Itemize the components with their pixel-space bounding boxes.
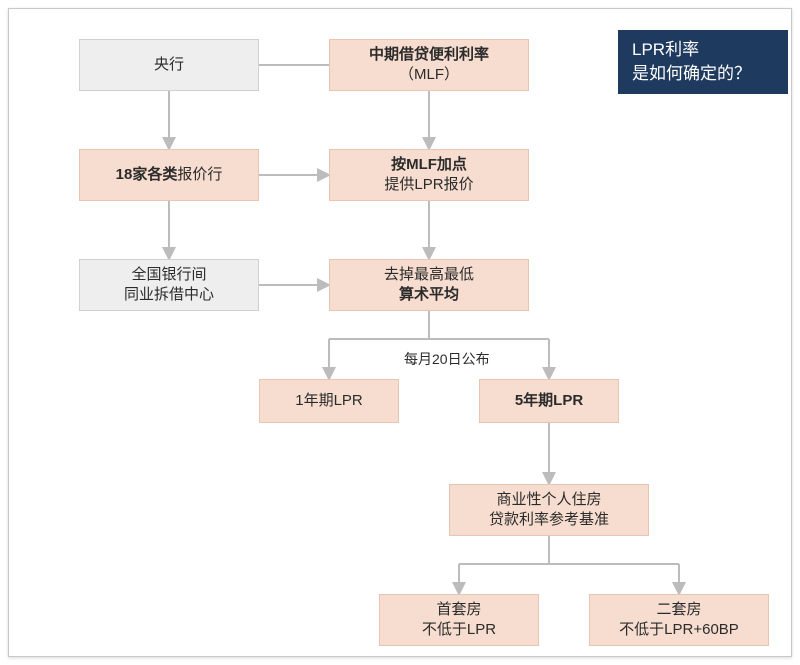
node-mlf: 中期借贷便利利率 （MLF） [329,39,529,91]
title-line1: LPR利率 [632,38,774,62]
node-text: （MLF） [399,65,459,85]
node-lpr-1y: 1年期LPR [259,379,399,423]
title-box: LPR利率 是如何确定的？ [617,29,789,95]
node-text: 不低于LPR [422,620,496,640]
node-text: 1年期LPR [295,391,363,411]
node-first-home: 首套房 不低于LPR [379,594,539,646]
node-text: 同业拆借中心 [124,285,214,305]
diagram-frame: LPR利率 是如何确定的？ 央行 中期借贷便利利率 （MLF） 18家各类报价行… [8,8,792,657]
node-text: 中期借贷便利利率 [369,45,489,65]
node-lpr-5y: 5年期LPR [479,379,619,423]
node-average: 去掉最高最低 算术平均 [329,259,529,311]
node-mlf-add: 按MLF加点 提供LPR报价 [329,149,529,201]
title-line2: 是如何确定的？ [632,62,774,86]
node-second-home: 二套房 不低于LPR+60BP [589,594,769,646]
node-text: 央行 [154,55,184,75]
node-housing-ref: 商业性个人住房 贷款利率参考基准 [449,484,649,536]
node-interbank: 全国银行间 同业拆借中心 [79,259,259,311]
node-text: 贷款利率参考基准 [489,510,609,530]
node-text: 提供LPR报价 [384,175,473,195]
node-text: 5年期LPR [515,391,583,411]
node-text: 按MLF加点 [391,155,467,175]
node-text: 商业性个人住房 [496,490,601,510]
node-text: 首套房 [436,600,481,620]
node-text: 去掉最高最低 [384,265,474,285]
publish-label: 每月20日公布 [404,349,490,369]
node-quote-banks: 18家各类报价行 [79,149,259,201]
node-text: 不低于LPR+60BP [619,620,739,640]
node-central-bank: 央行 [79,39,259,91]
node-text: 全国银行间 [131,265,206,285]
node-text: 18家各类报价行 [116,165,223,185]
node-text: 二套房 [656,600,701,620]
connectors-layer [9,9,791,656]
node-text: 算术平均 [399,285,459,305]
